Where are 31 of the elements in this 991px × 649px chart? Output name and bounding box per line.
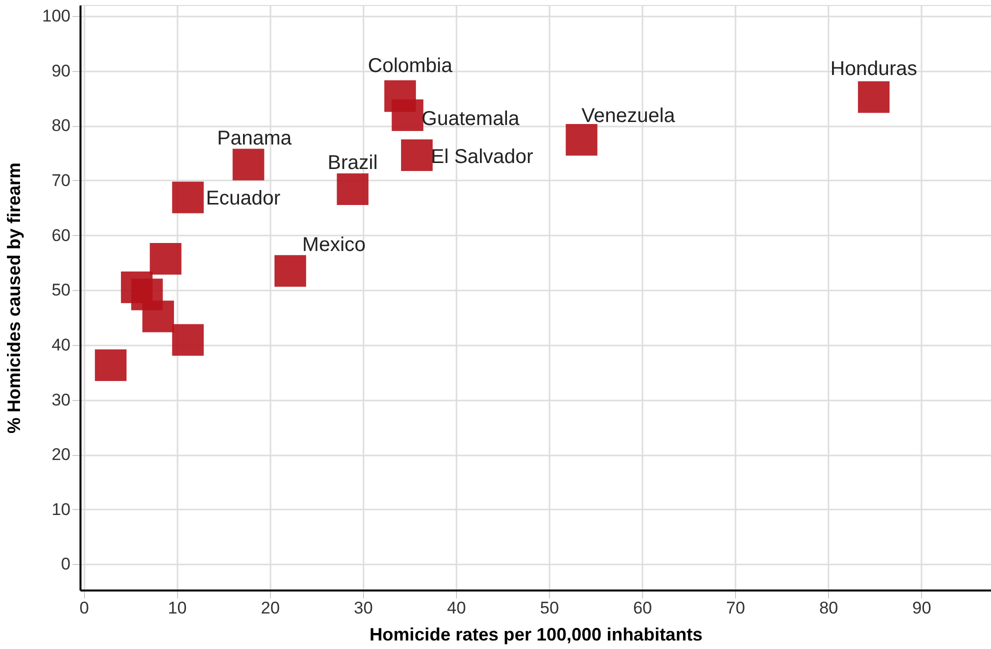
- annotation: Mexico: [302, 234, 366, 256]
- annotation: Colombia: [368, 55, 454, 78]
- y-tick-label: 80: [52, 116, 70, 136]
- y-tick-label: 30: [52, 390, 70, 410]
- x-tick-label: 40: [446, 598, 466, 618]
- annotation: Honduras: [830, 58, 918, 80]
- y-tick-label: 100: [42, 6, 70, 26]
- x-tick-label: 20: [260, 598, 280, 618]
- y-tick-label: 60: [52, 226, 70, 245]
- annotation: Panama: [217, 128, 293, 150]
- x-tick-label: 80: [819, 598, 838, 618]
- y-tick-label: 0: [61, 554, 70, 574]
- y-tick-label: 10: [52, 500, 70, 519]
- x-tick-label: 0: [79, 598, 89, 618]
- y-tick-label: 70: [52, 170, 70, 190]
- y-axis-title: % Homicides caused by firearm: [4, 162, 24, 434]
- y-tick-label: 40: [52, 335, 70, 354]
- annotation: El Salvador: [430, 146, 534, 168]
- x-tick-label: 30: [354, 598, 373, 618]
- annotation: Venezuela: [582, 104, 676, 127]
- annotation: Ecuador: [206, 187, 281, 210]
- annotation: Brazil: [328, 152, 378, 174]
- y-tick-label: 20: [52, 445, 70, 464]
- x-tick-label: 70: [726, 598, 746, 618]
- x-axis-title: Homicide rates per 100,000 inhabitants: [369, 624, 703, 644]
- x-tick-label: 60: [633, 598, 652, 618]
- y-tick-label: 50: [52, 280, 70, 300]
- y-tick-label: 90: [52, 61, 70, 80]
- x-tick-label: 90: [912, 598, 932, 618]
- x-tick-label: 50: [540, 598, 559, 618]
- x-tick-label: 10: [168, 598, 187, 618]
